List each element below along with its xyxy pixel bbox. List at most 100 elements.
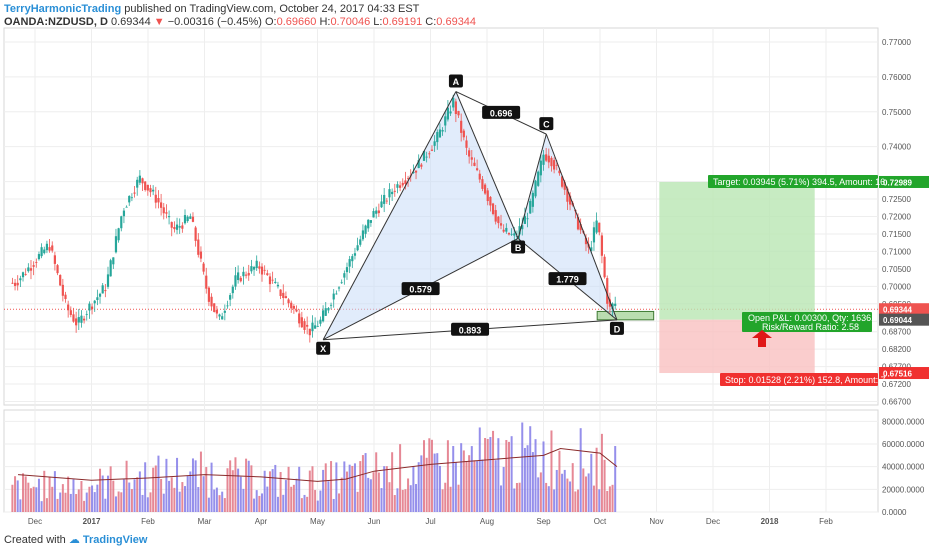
point-a-text: A [453, 77, 460, 87]
candle [35, 258, 38, 268]
volume-bar [202, 476, 205, 512]
last-price: 0.69344 [110, 16, 151, 28]
prz-box[interactable] [596, 310, 655, 321]
candle-body [478, 173, 481, 180]
candle-body [144, 181, 147, 190]
candle [122, 208, 126, 224]
candle [462, 128, 465, 141]
volume-bar [316, 500, 319, 512]
candle-body [598, 222, 601, 233]
volume-bar [311, 466, 314, 512]
candle [425, 151, 428, 163]
volume-bar [303, 494, 306, 512]
volume-bar [359, 461, 362, 512]
volume-bar [205, 467, 208, 512]
volume-bar [473, 460, 476, 512]
xabcd-pattern[interactable] [323, 91, 617, 340]
volume-bar [77, 489, 80, 512]
candle [614, 296, 617, 310]
volume-bar [515, 483, 518, 512]
volume-bar [356, 491, 359, 512]
candle [282, 284, 285, 306]
volume-tick-label: 60000.0000 [882, 440, 925, 449]
volume-bar [136, 477, 139, 512]
price-chart[interactable]: X A B C D 0.696 0.579 1.779 0.893 0.77000 0.76000… [0, 0, 932, 530]
volume-bar [29, 488, 32, 512]
candle-body [141, 178, 144, 184]
candle-body [316, 326, 319, 327]
candle-body [242, 271, 245, 277]
candle-body [595, 220, 598, 233]
candle [266, 269, 269, 276]
ratio-1-779-bg [548, 272, 587, 286]
candle-body [468, 150, 471, 157]
candle-body [276, 284, 280, 287]
candle-body [412, 171, 415, 174]
candle-body [183, 215, 187, 224]
volume-bar [114, 496, 117, 512]
volume-tick-label: 40000.0000 [882, 463, 925, 472]
volume-bar [452, 446, 455, 512]
up-arrow-icon [752, 330, 772, 347]
volume-bar [40, 501, 43, 512]
candle [465, 135, 468, 155]
price-marker-bg [879, 367, 929, 380]
candle [226, 300, 229, 309]
candle-body [112, 257, 115, 265]
candle-body [271, 279, 274, 281]
candle-body [295, 309, 298, 312]
volume-bar [415, 484, 418, 512]
candle [173, 221, 176, 233]
candle-body [282, 292, 285, 299]
volume-bar [430, 439, 433, 512]
candle-body [454, 101, 457, 114]
candle [175, 217, 179, 235]
candle [505, 223, 508, 234]
candle-body [210, 296, 213, 307]
candle-body [481, 179, 484, 189]
author-link[interactable]: TerryHarmonicTrading [4, 3, 122, 15]
candle-body [420, 164, 423, 167]
candle [178, 218, 181, 234]
candle-body [290, 302, 293, 309]
tradingview-brand[interactable]: TradingView [82, 534, 148, 546]
ratio-0-696: 0.696 [482, 105, 521, 119]
volume-bar [213, 489, 216, 512]
volume-bar [553, 489, 556, 512]
volume-bars [11, 422, 617, 512]
volume-bar [152, 467, 155, 512]
volume-bar [322, 469, 325, 512]
volume-bar [176, 457, 179, 512]
volume-bar [221, 491, 224, 512]
candle [393, 183, 396, 197]
candle-body [611, 303, 614, 310]
volume-bar [75, 494, 78, 512]
candle [436, 129, 439, 150]
candle-body [361, 230, 365, 240]
volume-bar [109, 466, 112, 512]
candle [367, 219, 370, 232]
candle [441, 127, 444, 136]
ratio-1-779: 1.779 [548, 272, 587, 286]
candle [271, 271, 274, 284]
volume-bar [465, 461, 468, 512]
volume-bar [547, 486, 550, 512]
candle [383, 187, 386, 213]
candle-body [513, 233, 516, 236]
candle-body [377, 210, 380, 214]
price-tick-label: 0.71000 [882, 247, 911, 256]
volume-bar [372, 472, 375, 512]
candle [154, 186, 157, 209]
volume-bar [85, 492, 88, 512]
volume-bar [484, 438, 487, 512]
candle [98, 292, 102, 304]
candle [11, 277, 14, 284]
volume-bar [319, 490, 322, 512]
volume-bar [603, 459, 606, 512]
volume-bar [338, 493, 341, 512]
volume-bar [274, 464, 277, 512]
volume-bar [284, 480, 287, 512]
pattern-triangle-bcd [518, 134, 617, 320]
candle-body [40, 247, 43, 257]
candle-body [93, 300, 96, 304]
